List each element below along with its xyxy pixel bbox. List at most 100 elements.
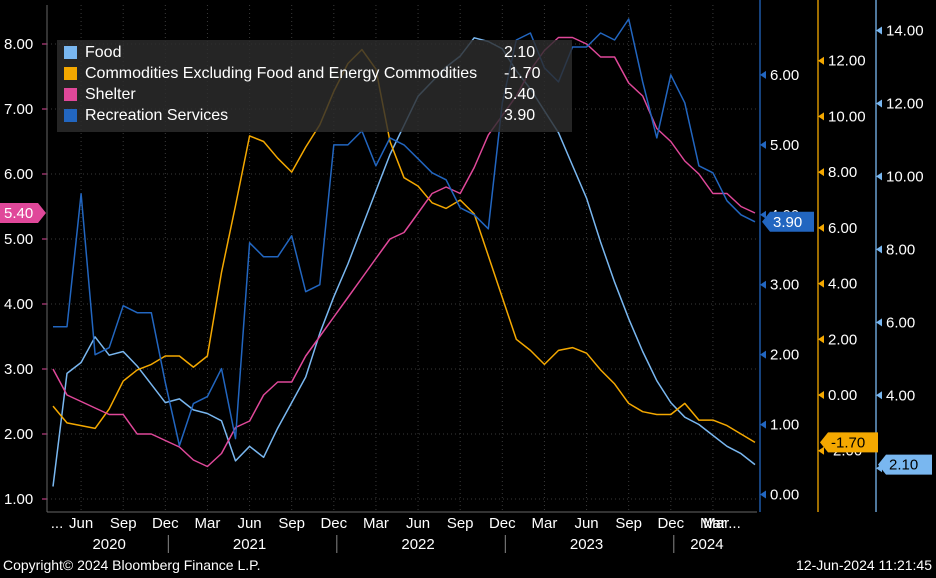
x-year-label: 2020 xyxy=(92,536,125,553)
tick-arrow-commodities xyxy=(818,335,824,344)
x-tick-label: Sep xyxy=(278,515,305,532)
y-tick-label-shelter: 5.00 xyxy=(4,231,33,248)
y-tick-label-commodities: 6.00 xyxy=(828,220,857,237)
tick-arrow-commodities xyxy=(818,391,824,399)
x-tick-label: Sep xyxy=(110,515,137,532)
tick-arrow-commodities xyxy=(818,112,824,121)
y-tick-label-food: 4.00 xyxy=(886,387,915,404)
x-tick-label: Jun xyxy=(574,515,598,532)
y-tick-label-shelter: 1.00 xyxy=(4,491,33,508)
legend-label-shelter: Shelter xyxy=(85,86,136,103)
legend-label-food: Food xyxy=(85,44,122,61)
tick-arrow-recreation xyxy=(760,490,766,499)
y-tick-label-commodities: 2.00 xyxy=(828,331,857,348)
y-tick-label-commodities: 10.00 xyxy=(828,108,866,125)
x-year-label: 2024 xyxy=(690,536,723,553)
y-tick-label-recreation: 6.00 xyxy=(770,67,799,84)
tick-arrow-food xyxy=(876,99,882,108)
x-tick-label: Jun xyxy=(237,515,261,532)
y-tick-label-commodities: 0.00 xyxy=(828,387,857,404)
y-tick-label-shelter: 8.00 xyxy=(4,36,33,53)
x-year-label: 2021 xyxy=(233,536,266,553)
y-tick-label-commodities: 8.00 xyxy=(828,164,857,181)
legend-label-recreation: Recreation Services xyxy=(85,107,229,124)
legend-value-recreation: 3.90 xyxy=(504,107,536,124)
x-tick-label: Mar xyxy=(532,515,558,532)
series-line-recreation xyxy=(53,18,756,447)
legend-swatch-commodities xyxy=(64,67,77,80)
y-tick-label-food: 12.00 xyxy=(886,95,924,112)
tick-arrow-commodities xyxy=(818,279,824,288)
legend-value-food: 2.10 xyxy=(504,44,536,61)
tick-arrow-food xyxy=(876,172,882,181)
y-tick-label-shelter: 7.00 xyxy=(4,101,33,118)
legend-item-shelter[interactable]: Shelter 5.40 xyxy=(64,84,569,105)
tick-arrow-commodities xyxy=(818,56,824,65)
y-tick-label-commodities: 4.00 xyxy=(828,276,857,293)
x-year-label: 2022 xyxy=(401,536,434,553)
x-tick-label: Sep xyxy=(615,515,642,532)
badge-shelter-shape xyxy=(0,203,46,223)
legend-swatch-shelter xyxy=(64,88,77,101)
x-tick-label: Dec xyxy=(152,515,179,532)
tick-arrow-food xyxy=(876,245,882,254)
x-tick-label: Jun xyxy=(406,515,430,532)
tick-arrow-recreation xyxy=(760,280,766,289)
series-line-shelter xyxy=(52,36,756,468)
legend-item-food[interactable]: Food 2.10 xyxy=(64,42,569,63)
y-tick-label-food: 10.00 xyxy=(886,168,924,185)
x-tick-label: Sep xyxy=(447,515,474,532)
y-tick-label-recreation: 1.00 xyxy=(770,417,799,434)
timestamp-text: 12-Jun-2024 11:21:45 xyxy=(796,557,932,573)
badge-recreation-text: 3.90 xyxy=(773,214,802,231)
legend-value-shelter: 5.40 xyxy=(504,86,536,103)
x-tick-label: Jun xyxy=(69,515,93,532)
y-tick-label-recreation: 5.00 xyxy=(770,137,799,154)
badge-commodities-text: -1.70 xyxy=(831,434,865,451)
badge-food-text: 2.10 xyxy=(889,457,918,474)
y-tick-label-shelter: 4.00 xyxy=(4,296,33,313)
x-tick-label: Mar xyxy=(195,515,221,532)
legend-value-commodities: -1.70 xyxy=(504,65,541,82)
y-tick-label-recreation: 0.00 xyxy=(770,487,799,504)
legend-swatch-food xyxy=(64,46,77,59)
x-tick-label: Mar xyxy=(363,515,389,532)
legend-label-commodities: Commodities Excluding Food and Energy Co… xyxy=(85,65,478,82)
series-line-commodities xyxy=(52,48,756,444)
badge-shelter-text: 5.40 xyxy=(4,205,33,222)
tick-arrow-commodities xyxy=(818,446,824,455)
tick-arrow-recreation xyxy=(760,210,766,219)
tick-arrow-recreation xyxy=(760,350,766,359)
tick-arrow-commodities xyxy=(818,168,824,177)
x-tick-label: Dec xyxy=(657,515,684,532)
legend-item-commodities[interactable]: Commodities Excluding Food and Energy Co… xyxy=(64,63,569,84)
tick-arrow-recreation xyxy=(760,70,766,79)
y-tick-label-food: 6.00 xyxy=(886,314,915,331)
y-tick-label-food: 14.00 xyxy=(886,23,924,40)
y-tick-label-recreation: 2.00 xyxy=(770,347,799,364)
x-year-label: 2023 xyxy=(570,536,603,553)
y-tick-label-shelter: 2.00 xyxy=(4,426,33,443)
badge-food-shape xyxy=(878,454,932,475)
y-tick-label-recreation: 3.00 xyxy=(770,277,799,294)
x-tick-label: Dec xyxy=(320,515,347,532)
y-tick-label-food: 8.00 xyxy=(886,241,915,258)
tick-arrow-food xyxy=(876,26,882,35)
tick-arrow-recreation xyxy=(760,140,766,149)
copyright-text: Copyright© 2024 Bloomberg Finance L.P. xyxy=(3,557,261,573)
badge-recreation-shape xyxy=(762,211,814,232)
x-tick-label: Mar xyxy=(700,515,726,532)
tick-arrow-commodities xyxy=(818,223,824,232)
x-tick-label: Dec xyxy=(489,515,516,532)
tick-arrow-food xyxy=(876,318,882,327)
tick-arrow-food xyxy=(876,391,882,400)
y-tick-label-commodities: 12.00 xyxy=(828,53,866,70)
x-tick-label: Mar... xyxy=(703,515,741,532)
x-tick-label: ... xyxy=(51,515,64,532)
y-tick-label-shelter: 6.00 xyxy=(4,166,33,183)
chart-legend: Food 2.10 Commodities Excluding Food and… xyxy=(57,40,572,132)
legend-swatch-recreation xyxy=(64,109,77,122)
legend-item-recreation[interactable]: Recreation Services 3.90 xyxy=(64,105,569,126)
tick-arrow-recreation xyxy=(760,420,766,429)
y-tick-label-shelter: 3.00 xyxy=(4,361,33,378)
